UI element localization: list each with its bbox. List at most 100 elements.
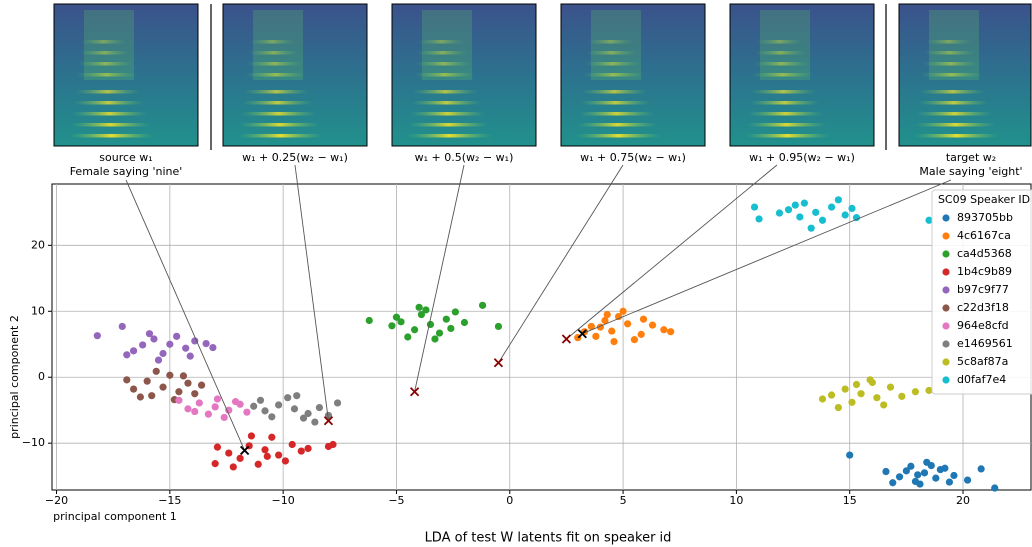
y-tick-label: −10 [22, 436, 45, 449]
point [118, 322, 126, 331]
point [914, 471, 922, 479]
x-corner-label: principal component 1 [53, 510, 177, 523]
legend-label: 5c8af87a [957, 355, 1008, 368]
point [834, 403, 842, 412]
annotation-arrow [566, 164, 778, 340]
point [304, 409, 312, 418]
x-tick-label: −20 [45, 494, 68, 507]
point [857, 390, 865, 398]
spectrogram-band [757, 40, 802, 44]
point [648, 321, 657, 329]
point [608, 327, 616, 335]
legend-title: SC09 Speaker ID [938, 193, 1030, 206]
spectrogram-band [918, 101, 989, 105]
spectrogram-band [422, 10, 472, 80]
interpolation-marker [239, 445, 250, 456]
point [889, 479, 897, 487]
point [143, 377, 151, 385]
point [184, 379, 192, 387]
legend-label: 893705bb [957, 211, 1013, 224]
legend-marker [942, 214, 950, 222]
point [592, 332, 600, 340]
legend-label: d0faf7e4 [957, 373, 1006, 386]
x-tick-label: −5 [388, 494, 404, 507]
point [139, 341, 147, 349]
point [494, 322, 503, 331]
point [991, 484, 999, 492]
point [417, 310, 425, 319]
point [614, 312, 623, 321]
point [660, 326, 668, 334]
point [293, 392, 301, 400]
spectrogram-band [591, 10, 641, 80]
spectrogram-band [915, 123, 996, 127]
point [451, 308, 459, 316]
spectrogram-band [241, 112, 316, 116]
spectrogram-panel [53, 3, 199, 147]
point [365, 316, 373, 325]
point [211, 403, 219, 411]
legend-marker [942, 232, 950, 240]
point [209, 343, 217, 352]
spectrogram-band [920, 90, 985, 94]
spectrogram-band [914, 134, 999, 138]
spectrogram-band [408, 123, 489, 127]
spectrogram-band [407, 134, 492, 138]
point [333, 399, 342, 407]
spectrogram-band [245, 73, 306, 77]
legend-label: e1469561 [957, 337, 1013, 350]
point [175, 396, 183, 404]
interpolation-marker [561, 334, 572, 344]
interpolation-marker [323, 416, 334, 426]
point [791, 201, 799, 209]
point [431, 335, 439, 343]
point [827, 391, 836, 399]
point [150, 335, 158, 343]
spectrogram-band [748, 112, 823, 116]
point [807, 224, 815, 232]
point [154, 356, 163, 364]
point [852, 214, 861, 222]
point [920, 469, 929, 477]
spectrogram-band [411, 101, 482, 105]
point [324, 411, 333, 420]
point [667, 328, 675, 336]
legend-marker [942, 358, 950, 366]
point [827, 203, 836, 211]
spectrogram-band [419, 40, 464, 44]
point [925, 386, 933, 395]
panel-label: target w₂ [946, 151, 996, 164]
panel-label: w₁ + 0.25(w₂ − w₁) [242, 151, 348, 164]
point [191, 390, 199, 398]
point [846, 451, 854, 459]
point [923, 458, 931, 466]
spectrogram-band [760, 10, 810, 80]
point [256, 396, 265, 404]
point [175, 388, 183, 396]
x-tick-label: 10 [729, 494, 743, 507]
point [911, 388, 920, 396]
point [123, 376, 131, 384]
point [299, 414, 308, 422]
spectrogram-band [248, 51, 299, 55]
spectrogram-band [417, 51, 468, 55]
point [750, 203, 759, 211]
legend-marker [942, 340, 950, 348]
point [895, 473, 904, 481]
point [290, 405, 299, 413]
spectrogram-band [413, 90, 478, 94]
spectrogram-band [924, 51, 975, 55]
point [261, 446, 269, 454]
point [213, 395, 222, 403]
point [145, 330, 154, 338]
spectrogram-band [579, 112, 654, 116]
point [284, 394, 292, 402]
point [637, 330, 645, 338]
point [963, 476, 972, 484]
point [148, 392, 156, 400]
interpolation-marker [493, 358, 504, 368]
y-tick-label: 10 [31, 304, 45, 317]
spectrogram-band [745, 134, 830, 138]
spectrogram-band [929, 10, 979, 80]
x-tick-label: 0 [506, 494, 513, 507]
